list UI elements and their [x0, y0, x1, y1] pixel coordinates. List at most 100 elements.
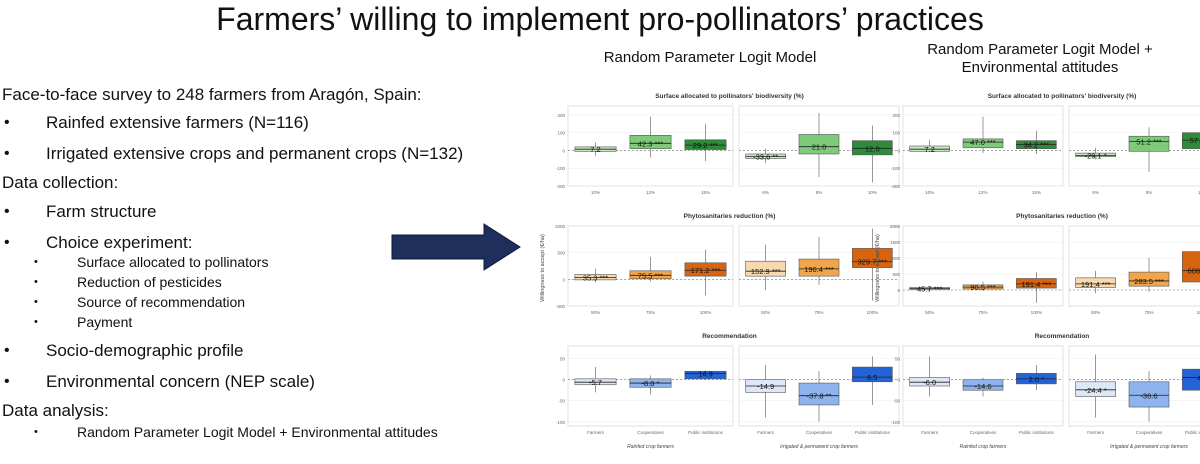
- y-tick-label: 0: [897, 378, 900, 383]
- value-label: 21.0: [812, 143, 827, 152]
- x-tick-label: Public institutions: [855, 430, 891, 435]
- x-tick-label: 12%: [646, 190, 655, 195]
- y-tick-label: 500: [557, 251, 565, 256]
- y-tick-label: 2000: [890, 224, 901, 229]
- header-rpl-env-line2: Environmental attitudes: [961, 59, 1119, 76]
- x-tick-label: Cooperatives: [1136, 430, 1163, 435]
- x-tick-label: 75%: [646, 310, 655, 315]
- box: [1128, 271, 1170, 287]
- value-label: -29.1 *: [1085, 152, 1107, 161]
- x-tick-label: 75%: [1144, 310, 1153, 315]
- panel-frame: [1068, 225, 1200, 307]
- y-tick-label: -200: [891, 184, 901, 189]
- x-tick-label: 10%: [1198, 190, 1200, 195]
- bullet-icon: •: [34, 426, 38, 438]
- survey-item-irrigated: Irrigated extensive crops and permanent …: [46, 144, 464, 163]
- x-tick-label: Farmers: [587, 430, 604, 435]
- x-tick-label: 15%: [701, 190, 710, 195]
- y-tick-label: 1500: [890, 240, 901, 245]
- x-tick-label: 50%: [1091, 310, 1100, 315]
- box: [684, 370, 727, 380]
- box: [629, 135, 672, 149]
- box: [852, 140, 893, 156]
- collection-heading: Data collection:: [2, 173, 119, 192]
- x-tick-label: 15%: [1032, 190, 1041, 195]
- value-label: 57.7 ***: [1190, 136, 1200, 145]
- y-tick-label: 100: [892, 131, 900, 136]
- x-tick-label: 50%: [591, 310, 600, 315]
- box: [1128, 135, 1170, 152]
- value-label: -14.9: [757, 382, 774, 391]
- bullet-icon: •: [34, 276, 38, 288]
- value-label: 196.4 ***: [804, 265, 834, 274]
- collection-env: Environmental concern (NEP scale): [46, 372, 315, 391]
- header-rpl-env-line1: Random Parameter Logit Model +: [927, 41, 1153, 58]
- value-label: 2.0 *: [1029, 375, 1045, 384]
- x-tick-label: 12%: [978, 190, 987, 195]
- x-tick-label: Cooperatives: [970, 430, 997, 435]
- value-label: -6.0: [923, 378, 936, 387]
- arrow-right-icon: [391, 223, 521, 271]
- value-label: 608.8 ***: [1188, 267, 1200, 276]
- y-tick-label: -100: [556, 166, 566, 171]
- x-tick-label: Farmers: [921, 430, 938, 435]
- x-tick-label: 8%: [816, 190, 823, 195]
- value-label: -24.4 *: [1085, 386, 1107, 395]
- x-tick-label: 8%: [1146, 190, 1153, 195]
- y-tick-label: 200: [557, 113, 565, 118]
- row-title: Recommendation: [702, 333, 757, 340]
- value-label: 51.2 ***: [1136, 137, 1162, 146]
- value-label: 12.0: [865, 144, 880, 153]
- x-tick-label: Farmers: [1087, 430, 1104, 435]
- box: [909, 145, 950, 152]
- y-tick-label: -100: [556, 420, 566, 425]
- x-tick-label: Cooperatives: [637, 430, 664, 435]
- panel-frame: [902, 225, 1064, 307]
- bullet-icon: •: [34, 316, 38, 328]
- value-label: -14.6: [974, 382, 991, 391]
- y-tick-label: 0: [562, 378, 565, 383]
- value-label: 191.4 ***: [1022, 280, 1052, 289]
- x-tick-label: Cooperatives: [806, 430, 833, 435]
- y-tick-label: 1000: [890, 256, 901, 261]
- box: [1128, 381, 1170, 408]
- box: [909, 377, 950, 387]
- x-tick-label: 100%: [1031, 310, 1043, 315]
- y-tick-label: -100: [891, 166, 901, 171]
- value-label: -33.6 **: [753, 152, 778, 161]
- bullet-icon: •: [34, 296, 38, 308]
- value-label: 75.5 ***: [638, 271, 664, 280]
- box: [798, 258, 840, 277]
- value-label: 6.5: [867, 373, 877, 382]
- value-label: 42.3 ***: [638, 139, 664, 148]
- value-label: 152.9 ***: [751, 267, 781, 276]
- box: [798, 134, 840, 155]
- survey-heading: Face-to-face survey to 248 farmers from …: [2, 85, 422, 104]
- y-tick-label: 0: [897, 288, 900, 293]
- x-tick-label: 10%: [925, 190, 934, 195]
- bullet-icon: •: [4, 342, 10, 359]
- row-title: Phytosanitaries reduction (%): [1016, 213, 1108, 220]
- row-title: Surface allocated to pollinators' biodiv…: [655, 93, 804, 100]
- value-label: 7.2: [590, 145, 600, 154]
- bullet-icon: •: [4, 114, 10, 131]
- y-tick-label: -100: [891, 420, 901, 425]
- value-label: 283.5 ***: [1134, 277, 1164, 286]
- bullet-icon: •: [4, 145, 10, 162]
- bullet-icon: •: [4, 373, 10, 390]
- value-label: 191.4 ***: [1081, 280, 1111, 289]
- x-tick-label: Farmers: [757, 430, 774, 435]
- y-tick-label: 1000: [555, 224, 566, 229]
- value-label: 14.9: [698, 369, 713, 378]
- box: [798, 382, 840, 406]
- y-axis-label: Willingness to accept (€/ha): [540, 234, 546, 302]
- y-tick-label: 0: [897, 148, 900, 153]
- box: [1182, 132, 1200, 149]
- box: [1075, 381, 1116, 397]
- bullet-icon: •: [4, 234, 10, 251]
- x-tick-label: 10%: [868, 190, 877, 195]
- y-tick-label: -200: [556, 184, 566, 189]
- y-tick-label: 200: [892, 113, 900, 118]
- row-title: Recommendation: [1035, 333, 1090, 340]
